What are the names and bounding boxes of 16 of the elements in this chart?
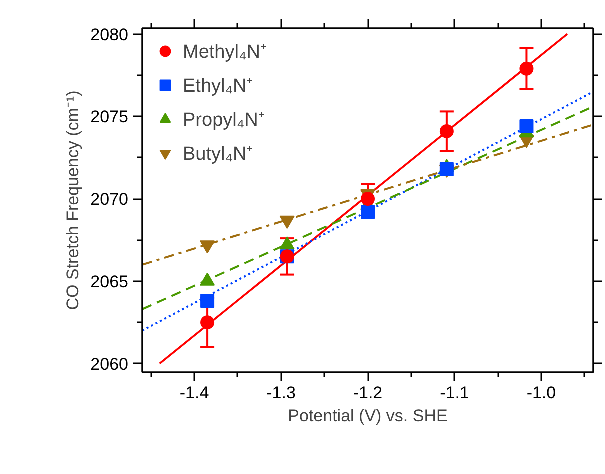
x-tick-label: -1.2 (353, 384, 383, 402)
x-axis-title: Potential (V) vs. SHE (288, 406, 448, 426)
legend-label: Methyl₄N⁺ (183, 41, 266, 64)
y-axis-title: CO Stretch Frequency (cm⁻¹) (64, 90, 83, 310)
x-tick-label: -1.1 (440, 384, 470, 402)
x-tick-label: -1.0 (526, 384, 556, 402)
x-tick-label: -1.3 (266, 384, 296, 402)
y-tick-label: 2065 (90, 272, 129, 292)
y-tick-label: 2060 (90, 354, 129, 374)
legend-label: Butyl₄N⁺ (183, 143, 253, 166)
y-tick-label: 2075 (90, 108, 129, 127)
y-tick-label: 2080 (90, 25, 129, 44)
x-tick-label: -1.4 (180, 384, 210, 402)
y-tick-label: 2070 (90, 190, 129, 210)
legend-label: Ethyl₄N⁺ (183, 75, 253, 98)
legend-label: Propyl₄N⁺ (183, 109, 264, 132)
